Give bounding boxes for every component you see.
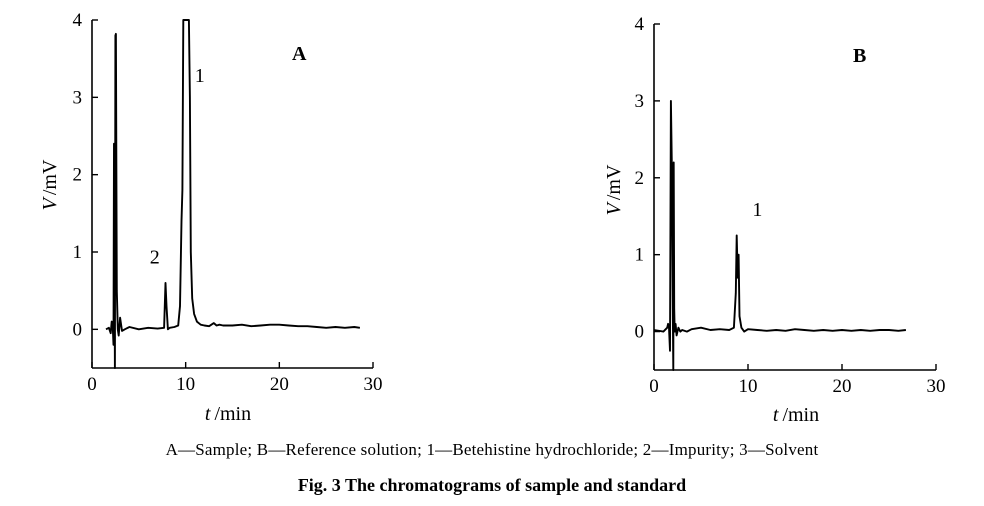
peak-label-a-1: 2 (150, 247, 160, 269)
y-tick-label-a-1: 1 (73, 242, 83, 263)
y-tick-label-b-2: 2 (635, 168, 645, 189)
chromatogram-trace-a-0 (105, 19, 361, 369)
y-tick-label-b-3: 3 (635, 91, 645, 112)
x-tick-label-b-0: 0 (649, 376, 659, 397)
chromatogram-trace-b-0 (653, 99, 907, 371)
panel-label-b: B (853, 45, 866, 67)
peak-label-a-0: 1 (195, 65, 205, 87)
y-tick-label-a-3: 3 (73, 87, 83, 108)
x-axis-label-b: t/min (773, 404, 819, 426)
x-axis-label-a: t/min (205, 403, 251, 425)
y-axis-label-b: V/mV (603, 164, 625, 215)
peak-label-b-0: 1 (752, 199, 762, 221)
x-tick-label-b-2: 20 (833, 376, 852, 397)
chart-panel-b: 0 10 20 30 0 1 2 3 4 1 B t/min V/mV (603, 14, 946, 426)
panel-label-a: A (292, 43, 307, 65)
y-tick-label-a-0: 0 (73, 319, 83, 340)
figure-title: Fig. 3 The chromatograms of sample and s… (297, 475, 687, 495)
y-tick-label-b-4: 4 (635, 14, 645, 35)
chart-panel-a: 0 10 20 30 0 1 2 3 4 1 2 A t/min V/mV (39, 10, 383, 425)
x-tick-label-a-1: 10 (176, 374, 195, 395)
y-tick-label-b-1: 1 (635, 245, 645, 266)
y-tick-label-a-2: 2 (73, 165, 83, 186)
x-tick-label-a-3: 30 (364, 374, 383, 395)
y-tick-label-a-4: 4 (73, 10, 83, 31)
figure-legend: A—Sample; B—Reference solution; 1—Betehi… (165, 440, 819, 459)
y-tick-label-b-0: 0 (635, 322, 645, 343)
figure-chromatograms: 0 10 20 30 0 1 2 3 4 1 2 A t/min V/mV 0 10 20 30 0 1 2 3… (39, 10, 946, 426)
x-tick-label-a-0: 0 (87, 374, 97, 395)
x-tick-label-b-3: 30 (927, 376, 946, 397)
x-tick-label-b-1: 10 (739, 376, 758, 397)
y-axis-label-a: V/mV (39, 159, 61, 210)
x-tick-label-a-2: 20 (270, 374, 289, 395)
